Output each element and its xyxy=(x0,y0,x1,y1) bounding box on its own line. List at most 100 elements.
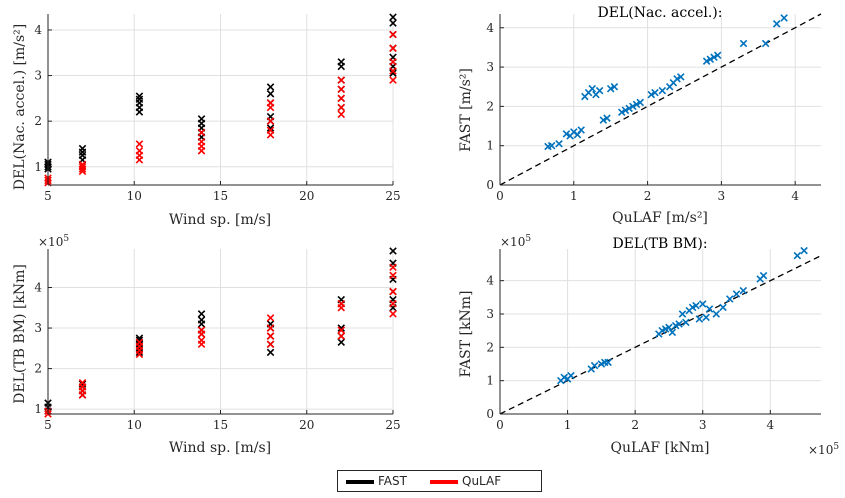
y-tick-label: 1 xyxy=(486,374,494,388)
data-point xyxy=(78,162,87,171)
data-point xyxy=(389,287,397,296)
panel-title: DEL(Nac. accel.): xyxy=(598,5,723,21)
data-point xyxy=(695,315,704,323)
x-tick-label: 1 xyxy=(564,418,572,432)
data-point xyxy=(389,58,397,66)
plot-area: 0 1 2 3 4 0 1 2 3 4 xyxy=(486,246,822,432)
data-point xyxy=(629,102,637,111)
x-axis-label: QuLAF [kNm] xyxy=(611,440,710,456)
y-tick-label: 3 xyxy=(486,307,494,321)
data-point xyxy=(712,310,721,318)
data-point xyxy=(567,371,575,380)
data-point xyxy=(617,108,626,117)
legend-swatch-qulaf xyxy=(430,480,458,484)
y-tick-label: 4 xyxy=(34,23,42,37)
data-point xyxy=(713,51,722,60)
data-point xyxy=(692,301,700,310)
data-point xyxy=(677,73,685,81)
data-point xyxy=(135,140,144,148)
data-point xyxy=(595,86,604,95)
data-point xyxy=(610,82,619,91)
data-point xyxy=(732,290,741,298)
data-point xyxy=(702,57,711,65)
data-point xyxy=(266,332,275,340)
x-tick-label: 5 xyxy=(44,189,52,203)
data-point xyxy=(389,271,397,280)
data-point xyxy=(673,75,681,83)
data-point xyxy=(337,326,346,334)
data-point xyxy=(632,100,641,109)
data-point xyxy=(562,130,571,138)
data-point xyxy=(621,106,630,115)
data-point xyxy=(599,116,608,124)
data-point xyxy=(389,19,397,27)
y-tick-label: 4 xyxy=(486,21,494,35)
x-tick-label: 0 xyxy=(496,418,504,432)
data-point xyxy=(547,141,556,150)
data-point xyxy=(706,55,715,63)
data-point xyxy=(266,83,275,91)
data-point xyxy=(389,13,397,21)
plot-area: 5 10 15 20 25 1 2 3 4 xyxy=(34,13,401,203)
data-point xyxy=(389,247,397,255)
data-point xyxy=(588,84,597,93)
data-point xyxy=(726,295,734,303)
data-point xyxy=(702,313,710,322)
x-tick-label: 10 xyxy=(127,189,142,203)
data-point xyxy=(337,324,346,332)
data-point xyxy=(337,76,346,84)
x-tick-label: 15 xyxy=(213,418,228,432)
x-tick-label: 2 xyxy=(644,189,652,203)
data-point xyxy=(647,90,656,99)
x-tick-label: 20 xyxy=(299,189,314,203)
plot-area: 5 10 15 20 25 1 2 3 4 xyxy=(34,247,401,432)
data-point xyxy=(675,320,683,328)
data-point xyxy=(337,94,346,103)
data-point xyxy=(698,300,707,308)
data-point xyxy=(197,326,206,334)
data-point xyxy=(389,69,397,78)
data-point xyxy=(739,286,748,295)
x-tick-label: 3 xyxy=(718,189,726,203)
data-point xyxy=(266,124,275,132)
data-point xyxy=(658,86,667,95)
data-point xyxy=(135,336,144,344)
y-tick-label: 3 xyxy=(34,69,42,83)
data-point xyxy=(197,310,206,318)
data-point xyxy=(780,14,788,22)
data-point xyxy=(197,137,206,146)
series-qulaf xyxy=(44,263,397,418)
data-point xyxy=(739,39,748,48)
x-tick-label: 5 xyxy=(44,418,52,432)
data-point xyxy=(665,323,673,332)
x-multiplier-label: ×105 xyxy=(808,442,839,457)
data-point xyxy=(197,336,206,344)
y-tick-label: 2 xyxy=(486,99,494,113)
y-tick-label: 3 xyxy=(486,60,494,74)
legend-swatch-fast xyxy=(346,480,374,484)
y-axis-label: DEL(Nac. accel.) [m/s²] xyxy=(12,24,28,190)
x-tick-label: 0 xyxy=(496,189,504,203)
data-point xyxy=(337,58,346,66)
legend-label-qulaf: QuLAF xyxy=(462,474,502,488)
data-point xyxy=(78,144,87,153)
y-axis-label: FAST [m/s²] xyxy=(458,68,474,152)
x-tick-label: 2 xyxy=(631,418,639,432)
panel-tower-base-moment-fast-vs-qulaf: 0 1 2 3 4 0 1 2 3 4 DEL(TB BM): ×105 ×105 QuLAF [… xyxy=(458,234,839,457)
data-point xyxy=(389,310,397,318)
data-point xyxy=(266,340,275,349)
data-point xyxy=(266,99,275,107)
y-multiplier-label: ×105 xyxy=(500,234,531,249)
data-point xyxy=(337,332,346,340)
data-point xyxy=(389,263,397,272)
data-point xyxy=(337,110,346,119)
x-tick-label: 10 xyxy=(127,418,142,432)
y-tick-label: 4 xyxy=(486,274,494,288)
y-tick-label: 4 xyxy=(34,281,42,295)
x-tick-label: 1 xyxy=(570,189,578,203)
reference-line xyxy=(499,13,822,186)
data-point xyxy=(337,103,346,112)
data-point xyxy=(78,379,87,387)
data-point xyxy=(590,361,599,370)
legend: FAST QuLAF xyxy=(337,470,542,492)
